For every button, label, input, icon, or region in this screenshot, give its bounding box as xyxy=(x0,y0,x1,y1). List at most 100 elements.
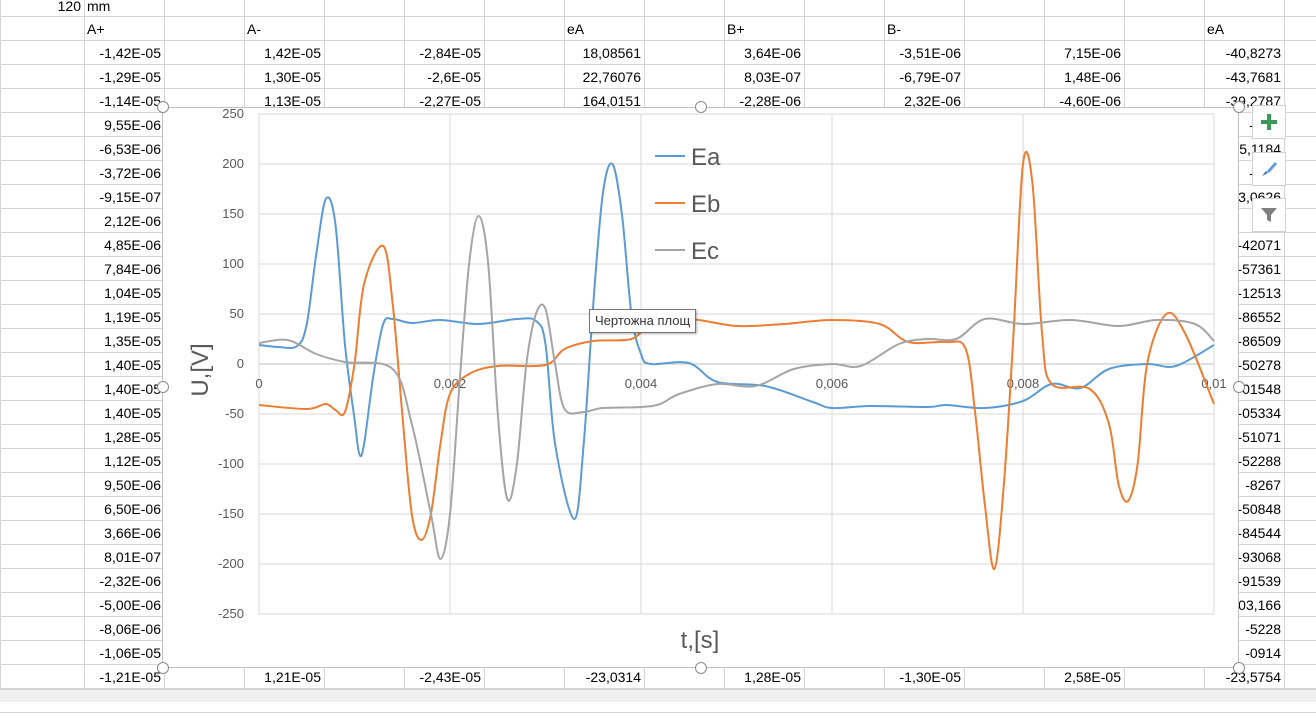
sheet-cell[interactable]: -1,42E-05 xyxy=(99,45,161,61)
sheet-cell[interactable]: -1,14E-05 xyxy=(99,93,161,109)
resize-handle-top-left[interactable] xyxy=(157,101,169,113)
sheet-cell[interactable]: 1,30E-05 xyxy=(264,69,321,85)
sheet-cell[interactable]: -6,79E-07 xyxy=(899,69,961,85)
sheet-cell[interactable]: -1,30E-05 xyxy=(899,669,961,685)
sheet-cell[interactable]: 1,21E-05 xyxy=(264,669,321,685)
sheet-cell[interactable]: 1,13E-05 xyxy=(264,93,321,109)
sheet-cell[interactable]: B+ xyxy=(727,21,745,37)
sheet-cell[interactable]: eA xyxy=(567,21,585,37)
sheet-cell[interactable]: 3,64E-06 xyxy=(744,45,801,61)
sheet-cell[interactable]: -93068 xyxy=(1237,549,1281,565)
sheet-cell[interactable]: 1,28E-05 xyxy=(104,429,161,445)
sheet-cell[interactable]: -91539 xyxy=(1237,573,1281,589)
sheet-cell[interactable]: 1,42E-05 xyxy=(264,45,321,61)
sheet-cell[interactable]: -2,32E-06 xyxy=(99,573,161,589)
sheet-cell[interactable]: -2,84E-05 xyxy=(419,45,481,61)
sheet-cell[interactable]: -51071 xyxy=(1237,429,1281,445)
resize-handle-right[interactable] xyxy=(1233,381,1245,393)
sheet-cell[interactable]: -5228 xyxy=(1245,621,1281,637)
sheet-cell[interactable]: -1,21E-05 xyxy=(99,669,161,685)
sheet-cell[interactable]: -52288 xyxy=(1237,453,1281,469)
sheet-cell[interactable]: -12513 xyxy=(1237,285,1281,301)
sheet-cell[interactable]: -2,6E-05 xyxy=(427,69,481,85)
sheet-cell[interactable]: 22,76076 xyxy=(582,69,641,85)
sheet-cell[interactable]: -8,06E-06 xyxy=(99,621,161,637)
sheet-cell[interactable]: 9,55E-06 xyxy=(104,117,161,133)
sheet-cell[interactable]: 8,03E-07 xyxy=(744,69,801,85)
sheet-cell[interactable]: -50848 xyxy=(1237,501,1281,517)
sheet-cell[interactable]: -3,51E-06 xyxy=(899,45,961,61)
sheet-cell[interactable]: 1,48E-06 xyxy=(1064,69,1121,85)
sheet-cell[interactable]: -5,00E-06 xyxy=(99,597,161,613)
sheet-cell[interactable]: -3,72E-06 xyxy=(99,165,161,181)
sheet-cell[interactable]: 1,28E-05 xyxy=(744,669,801,685)
x-tick-label: 0,008 xyxy=(1007,376,1040,391)
sheet-cell[interactable]: A- xyxy=(247,21,261,37)
sheet-cell[interactable]: 18,08561 xyxy=(582,45,641,61)
horizontal-scrollbar[interactable] xyxy=(0,689,1316,702)
y-tick-label: -150 xyxy=(218,506,244,521)
sheet-cell[interactable]: 2,32E-06 xyxy=(904,93,961,109)
chart-area[interactable]: 250 200 150 100 50 0 -50 -100 -150 -200 -250 0 0,002… xyxy=(162,106,1239,668)
chart-filters-button[interactable] xyxy=(1252,198,1286,232)
sheet-cell[interactable]: -23,0314 xyxy=(585,669,641,685)
sheet-cell[interactable]: 9,50E-06 xyxy=(104,477,161,493)
grid-row-line xyxy=(0,688,1316,689)
resize-handle-bottom-right[interactable] xyxy=(1233,662,1245,674)
sheet-cell[interactable]: -05334 xyxy=(1237,405,1281,421)
sheet-cell[interactable]: 3,66E-06 xyxy=(104,525,161,541)
y-tick-label: -250 xyxy=(218,606,244,621)
sheet-cell[interactable]: -0914 xyxy=(1245,645,1281,661)
sheet-cell[interactable]: -43,7681 xyxy=(1225,69,1281,85)
sheet-cell[interactable]: -8267 xyxy=(1245,477,1281,493)
grid-row-line xyxy=(0,64,1316,65)
sheet-cell[interactable]: 1,40E-05 xyxy=(104,357,161,373)
sheet-cell[interactable]: -03,166 xyxy=(1233,597,1281,613)
sheet-cell[interactable]: B- xyxy=(887,21,901,37)
sheet-cell[interactable]: -4,60E-06 xyxy=(1059,93,1121,109)
chart-elements-button[interactable] xyxy=(1252,105,1286,139)
sheet-cell[interactable]: 7,84E-06 xyxy=(104,261,161,277)
chart-styles-button[interactable] xyxy=(1252,152,1286,186)
plus-icon xyxy=(1261,114,1277,130)
sheet-cell[interactable]: mm xyxy=(87,0,111,14)
sheet-cell[interactable]: -01548 xyxy=(1237,381,1281,397)
sheet-cell[interactable]: 1,19E-05 xyxy=(104,309,161,325)
sheet-cell[interactable]: 1,04E-05 xyxy=(104,285,161,301)
sheet-cell[interactable]: 1,40E-05 xyxy=(104,381,161,397)
sheet-cell[interactable]: 1,35E-05 xyxy=(104,333,161,349)
sheet-cell[interactable]: -1,29E-05 xyxy=(99,69,161,85)
sheet-cell[interactable]: -6,53E-06 xyxy=(99,141,161,157)
sheet-cell[interactable]: -2,28E-06 xyxy=(739,93,801,109)
sheet-cell[interactable]: A+ xyxy=(87,21,105,37)
sheet-cell[interactable]: 1,12E-05 xyxy=(104,453,161,469)
sheet-cell[interactable]: -84544 xyxy=(1237,525,1281,541)
sheet-cell[interactable]: -40,8273 xyxy=(1225,45,1281,61)
sheet-cell[interactable]: eA xyxy=(1207,21,1225,37)
resize-handle-left[interactable] xyxy=(157,381,169,393)
sheet-cell[interactable]: -57361 xyxy=(1237,261,1281,277)
sheet-cell[interactable]: 8,01E-07 xyxy=(104,549,161,565)
sheet-cell[interactable]: -2,43E-05 xyxy=(419,669,481,685)
sheet-cell[interactable]: 164,0151 xyxy=(582,93,641,109)
sheet-cell[interactable]: -50278 xyxy=(1237,357,1281,373)
sheet-cell[interactable]: -2,27E-05 xyxy=(419,93,481,109)
sheet-cell[interactable]: 2,12E-06 xyxy=(104,213,161,229)
grid-column-line xyxy=(0,0,1,701)
sheet-cell[interactable]: 7,15E-06 xyxy=(1064,45,1121,61)
sheet-cell[interactable]: -86509 xyxy=(1237,333,1281,349)
sheet-cell[interactable]: 6,50E-06 xyxy=(104,501,161,517)
sheet-cell[interactable]: -1,06E-05 xyxy=(99,645,161,661)
resize-handle-top[interactable] xyxy=(695,101,707,113)
series-line-ea xyxy=(258,162,1215,520)
sheet-cell[interactable]: -86552 xyxy=(1237,309,1281,325)
sheet-cell[interactable]: 1,40E-05 xyxy=(104,405,161,421)
sheet-cell[interactable]: 2,58E-05 xyxy=(1064,669,1121,685)
resize-handle-bottom-left[interactable] xyxy=(157,662,169,674)
sheet-cell[interactable]: 4,85E-06 xyxy=(104,237,161,253)
sheet-cell[interactable]: 120 xyxy=(57,0,81,14)
sheet-cell[interactable]: -42071 xyxy=(1237,237,1281,253)
resize-handle-bottom[interactable] xyxy=(695,662,707,674)
resize-handle-top-right[interactable] xyxy=(1233,101,1245,113)
sheet-cell[interactable]: -9,15E-07 xyxy=(99,189,161,205)
